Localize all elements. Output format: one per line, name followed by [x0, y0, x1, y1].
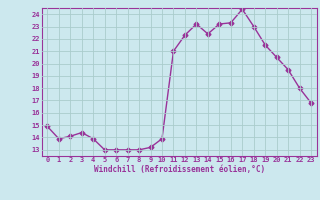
X-axis label: Windchill (Refroidissement éolien,°C): Windchill (Refroidissement éolien,°C) [94, 165, 265, 174]
